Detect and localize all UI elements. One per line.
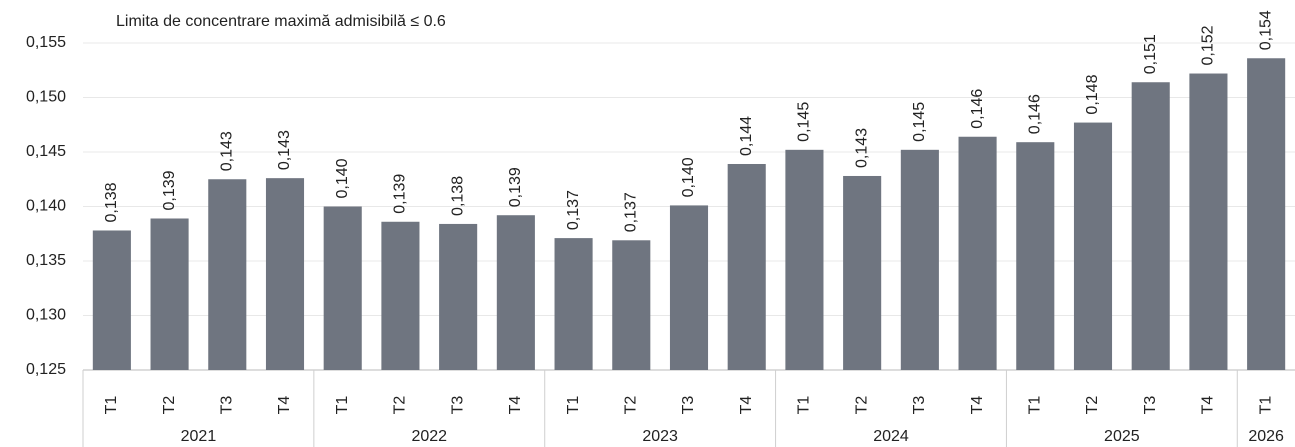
bar	[496, 215, 535, 370]
data-label: 0,137	[565, 190, 582, 230]
bar	[1189, 73, 1228, 371]
data-label: 0,152	[1200, 25, 1217, 65]
x-tick-label: T1	[1257, 396, 1274, 415]
group-label: 2021	[181, 428, 217, 445]
x-tick-label: T2	[392, 396, 409, 415]
data-label: 0,139	[507, 167, 524, 207]
data-label: 0,138	[449, 176, 466, 216]
y-tick-label: 0,155	[26, 34, 66, 51]
bar	[612, 240, 651, 370]
data-label: 0,143	[276, 130, 293, 170]
group-label: 2025	[1104, 428, 1140, 445]
data-label: 0,143	[219, 131, 236, 171]
bar	[381, 221, 420, 370]
x-tick-label: T4	[738, 396, 755, 415]
x-tick-label: T4	[1200, 396, 1217, 415]
y-tick-label: 0,125	[26, 361, 66, 378]
data-label: 0,145	[911, 102, 928, 142]
bar	[1016, 142, 1055, 370]
data-label: 0,138	[103, 182, 120, 222]
group-label: 2022	[411, 428, 447, 445]
data-label: 0,140	[334, 158, 351, 198]
x-tick-label: T4	[969, 396, 986, 415]
bar	[958, 136, 997, 370]
data-label: 0,137	[623, 192, 640, 232]
y-tick-label: 0,135	[26, 252, 66, 269]
bar	[669, 205, 709, 370]
bar	[843, 175, 882, 370]
y-tick-label: 0,145	[26, 143, 66, 160]
x-tick-label: T3	[449, 396, 466, 415]
x-tick-label: T3	[1142, 396, 1159, 415]
bar	[208, 179, 247, 370]
data-label: 0,148	[1084, 74, 1101, 114]
x-tick-label: T2	[623, 396, 640, 415]
x-tick-label: T1	[103, 396, 120, 415]
y-tick-label: 0,150	[26, 89, 66, 106]
bar	[1131, 82, 1170, 371]
x-tick-label: T3	[911, 396, 928, 415]
x-tick-label: T1	[334, 396, 351, 415]
data-label: 0,146	[969, 89, 986, 129]
x-tick-label: T4	[276, 396, 293, 415]
annotation: Limita de concentrare maximă admisibilă …	[116, 13, 446, 30]
data-label: 0,140	[680, 157, 697, 197]
data-label: 0,139	[161, 170, 178, 210]
bar	[1247, 58, 1286, 370]
bar	[92, 230, 131, 370]
group-label: 2026	[1248, 428, 1284, 445]
data-label: 0,154	[1257, 10, 1274, 50]
bar	[785, 149, 824, 370]
data-label: 0,139	[392, 174, 409, 214]
bar	[150, 218, 189, 370]
x-tick-label: T2	[161, 396, 178, 415]
bar	[265, 178, 305, 370]
y-tick-label: 0,130	[26, 307, 66, 324]
x-tick-label: T4	[507, 396, 524, 415]
bar	[727, 163, 766, 370]
x-tick-label: T3	[219, 396, 236, 415]
bar	[554, 238, 593, 370]
x-tick-label: T2	[1084, 396, 1101, 415]
x-tick-label: T1	[565, 396, 582, 415]
x-tick-label: T3	[680, 396, 697, 415]
x-tick-label: T1	[796, 396, 813, 415]
group-label: 2023	[642, 428, 678, 445]
data-label: 0,145	[796, 102, 813, 142]
data-label: 0,143	[853, 128, 870, 168]
bar	[323, 206, 362, 370]
group-label: 2024	[873, 428, 909, 445]
data-label: 0,146	[1027, 94, 1044, 134]
x-tick-label: T2	[853, 396, 870, 415]
bar	[1073, 122, 1113, 370]
bar	[900, 149, 939, 370]
data-label: 0,144	[738, 116, 755, 156]
x-tick-label: T1	[1027, 396, 1044, 415]
bar	[439, 223, 478, 370]
data-label: 0,151	[1142, 34, 1159, 74]
y-tick-label: 0,140	[26, 198, 66, 215]
